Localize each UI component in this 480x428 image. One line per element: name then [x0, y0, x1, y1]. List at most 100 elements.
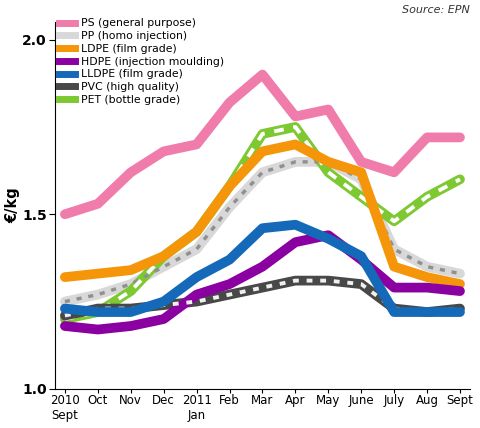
- PS (general purpose): [128, 170, 133, 175]
- HDPE (injection moulding): [128, 324, 133, 329]
- LLDPE (film grade): [227, 257, 232, 262]
- HDPE (injection moulding): [161, 316, 167, 321]
- Y-axis label: €/kg: €/kg: [6, 187, 21, 223]
- Line: PP (homo injection): PP (homo injection): [65, 162, 460, 302]
- LDPE (film grade): [128, 268, 133, 273]
- Line: LLDPE (film grade): LLDPE (film grade): [65, 225, 460, 312]
- PVC (high quality): [194, 299, 200, 304]
- LLDPE (film grade): [359, 254, 364, 259]
- PET (bottle grade): [161, 254, 167, 259]
- HDPE (injection moulding): [227, 282, 232, 287]
- PP (homo injection): [260, 170, 265, 175]
- LLDPE (film grade): [424, 309, 430, 315]
- HDPE (injection moulding): [391, 285, 397, 290]
- Line: PS (general purpose): PS (general purpose): [65, 74, 460, 214]
- PVC (high quality): [424, 309, 430, 315]
- LDPE (film grade): [194, 229, 200, 234]
- LLDPE (film grade): [161, 299, 167, 304]
- Text: Source: EPN: Source: EPN: [402, 5, 470, 15]
- PVC (high quality): [391, 306, 397, 311]
- PS (general purpose): [391, 170, 397, 175]
- LDPE (film grade): [359, 170, 364, 175]
- PS (general purpose): [194, 142, 200, 147]
- LDPE (film grade): [325, 159, 331, 164]
- PET (bottle grade): [391, 219, 397, 224]
- Line: LDPE (film grade): LDPE (film grade): [65, 144, 460, 284]
- LDPE (film grade): [95, 271, 101, 276]
- Legend: PS (general purpose), PP (homo injection), LDPE (film grade), HDPE (injection mo: PS (general purpose), PP (homo injection…: [59, 18, 224, 105]
- HDPE (injection moulding): [62, 324, 68, 329]
- PP (homo injection): [325, 159, 331, 164]
- PVC (high quality): [260, 285, 265, 290]
- LDPE (film grade): [227, 184, 232, 189]
- PP (homo injection): [292, 159, 298, 164]
- LLDPE (film grade): [457, 309, 463, 315]
- PS (general purpose): [95, 201, 101, 206]
- PS (general purpose): [260, 72, 265, 77]
- HDPE (injection moulding): [95, 327, 101, 332]
- PVC (high quality): [359, 282, 364, 287]
- PET (bottle grade): [359, 194, 364, 199]
- PET (bottle grade): [128, 288, 133, 294]
- PS (general purpose): [424, 135, 430, 140]
- PET (bottle grade): [227, 184, 232, 189]
- PP (homo injection): [62, 299, 68, 304]
- HDPE (injection moulding): [325, 233, 331, 238]
- PVC (high quality): [457, 306, 463, 311]
- PS (general purpose): [62, 212, 68, 217]
- PP (homo injection): [95, 292, 101, 297]
- LLDPE (film grade): [260, 226, 265, 231]
- PET (bottle grade): [95, 309, 101, 315]
- PP (homo injection): [128, 282, 133, 287]
- HDPE (injection moulding): [457, 288, 463, 294]
- HDPE (injection moulding): [194, 292, 200, 297]
- PET (bottle grade): [424, 194, 430, 199]
- LDPE (film grade): [457, 282, 463, 287]
- HDPE (injection moulding): [292, 240, 298, 245]
- PET (bottle grade): [62, 316, 68, 321]
- LDPE (film grade): [391, 264, 397, 269]
- LLDPE (film grade): [292, 222, 298, 227]
- PS (general purpose): [292, 114, 298, 119]
- LLDPE (film grade): [391, 309, 397, 315]
- LLDPE (film grade): [194, 274, 200, 279]
- LLDPE (film grade): [325, 236, 331, 241]
- PVC (high quality): [95, 306, 101, 311]
- PP (homo injection): [457, 271, 463, 276]
- PVC (high quality): [128, 306, 133, 311]
- PVC (high quality): [161, 303, 167, 308]
- LDPE (film grade): [292, 142, 298, 147]
- HDPE (injection moulding): [424, 285, 430, 290]
- Line: HDPE (injection moulding): HDPE (injection moulding): [65, 235, 460, 330]
- Line: PVC (high quality): PVC (high quality): [65, 281, 460, 315]
- PP (homo injection): [391, 247, 397, 252]
- LLDPE (film grade): [62, 306, 68, 311]
- HDPE (injection moulding): [359, 257, 364, 262]
- PET (bottle grade): [457, 177, 463, 182]
- PS (general purpose): [457, 135, 463, 140]
- PP (homo injection): [227, 205, 232, 210]
- LDPE (film grade): [424, 274, 430, 279]
- PET (bottle grade): [260, 131, 265, 137]
- PET (bottle grade): [325, 170, 331, 175]
- PVC (high quality): [292, 278, 298, 283]
- LDPE (film grade): [62, 274, 68, 279]
- PVC (high quality): [62, 313, 68, 318]
- PET (bottle grade): [292, 125, 298, 130]
- PP (homo injection): [424, 264, 430, 269]
- LDPE (film grade): [161, 254, 167, 259]
- PS (general purpose): [227, 100, 232, 105]
- PS (general purpose): [161, 149, 167, 154]
- PET (bottle grade): [194, 229, 200, 234]
- PVC (high quality): [325, 278, 331, 283]
- LLDPE (film grade): [128, 309, 133, 315]
- PS (general purpose): [325, 107, 331, 112]
- Line: PET (bottle grade): PET (bottle grade): [65, 127, 460, 319]
- PVC (high quality): [227, 292, 232, 297]
- LDPE (film grade): [260, 149, 265, 154]
- PP (homo injection): [194, 247, 200, 252]
- PS (general purpose): [359, 159, 364, 164]
- HDPE (injection moulding): [260, 264, 265, 269]
- PP (homo injection): [359, 177, 364, 182]
- PP (homo injection): [161, 264, 167, 269]
